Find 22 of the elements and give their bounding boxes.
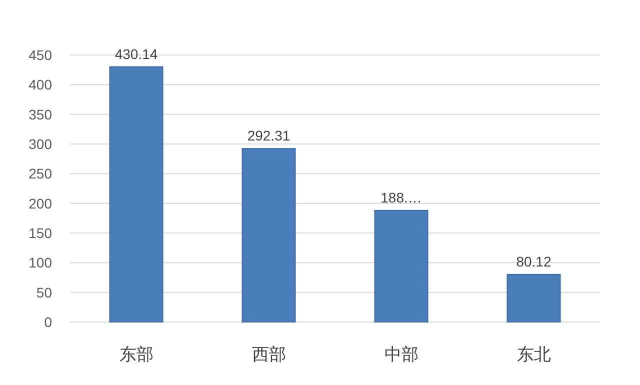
data-label: 80.12 <box>516 253 552 270</box>
y-tick-label: 250 <box>28 166 52 182</box>
y-tick-label: 400 <box>28 76 52 93</box>
data-label: 188.… <box>380 189 422 206</box>
y-tick-label: 350 <box>28 106 52 122</box>
y-tick-label: 100 <box>28 254 52 271</box>
y-tick-label: 0 <box>44 314 52 330</box>
data-label: 292.31 <box>247 128 290 144</box>
y-tick-label: 50 <box>36 284 52 300</box>
y-tick-label: 150 <box>28 225 52 241</box>
y-tick-label: 450 <box>28 47 52 63</box>
y-tick-label: 300 <box>28 136 52 152</box>
bar <box>374 210 428 322</box>
y-tick-label: 200 <box>28 195 52 212</box>
x-tick-label: 东北 <box>516 345 551 364</box>
data-label: 430.14 <box>114 46 158 62</box>
bar <box>506 274 561 322</box>
x-tick-label: 西部 <box>252 345 286 364</box>
bar <box>109 66 164 322</box>
x-tick-label: 东部 <box>119 345 154 364</box>
x-tick-label: 中部 <box>384 345 418 364</box>
bar <box>242 148 296 322</box>
